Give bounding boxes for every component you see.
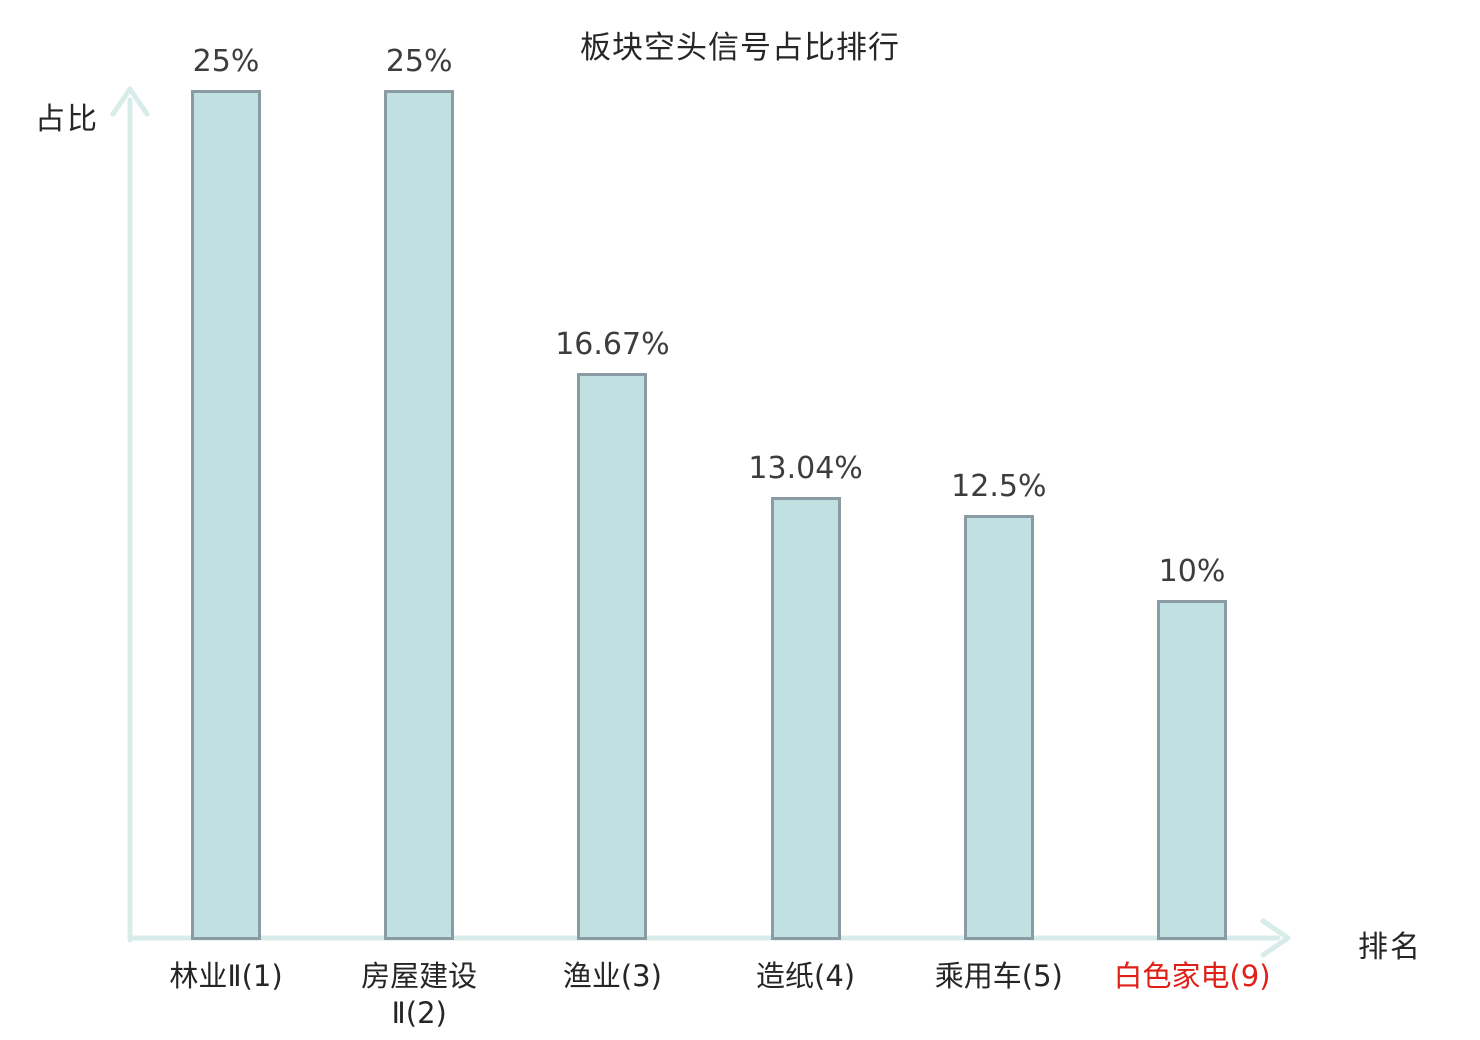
x-tick-label-4: 造纸(4) — [756, 959, 856, 993]
chart-title: 板块空头信号占比排行 — [580, 30, 900, 66]
x-tick-label-5: 乘用车(5) — [934, 959, 1063, 993]
x-axis-arrow-icon — [1260, 918, 1291, 958]
bar-5 — [963, 515, 1034, 940]
bar-1 — [191, 90, 261, 940]
bar-3 — [577, 373, 648, 940]
bar-value-label-6: 10% — [1158, 554, 1226, 589]
bar-value-label-1: 25% — [192, 44, 260, 79]
x-axis-label: 排名 — [1358, 930, 1422, 965]
bar-2 — [384, 90, 455, 940]
x-tick-label-2: 房屋建设 Ⅱ(2) — [361, 959, 478, 1030]
bar-value-label-2: 25% — [385, 44, 453, 79]
x-tick-label-3: 渔业(3) — [562, 959, 662, 993]
x-tick-label-1: 林业Ⅱ(1) — [169, 959, 283, 993]
bar-value-label-4: 13.04% — [748, 450, 863, 486]
x-tick-label-6: 白色家电(9) — [1113, 959, 1271, 993]
bar-value-label-3: 16.67% — [555, 327, 670, 363]
y-axis-label: 占比 — [35, 102, 99, 137]
y-axis-arrow-icon — [110, 86, 150, 117]
bar-6 — [1157, 600, 1227, 940]
bar-value-label-5: 12.5% — [951, 469, 1047, 504]
bar-4 — [770, 496, 841, 940]
